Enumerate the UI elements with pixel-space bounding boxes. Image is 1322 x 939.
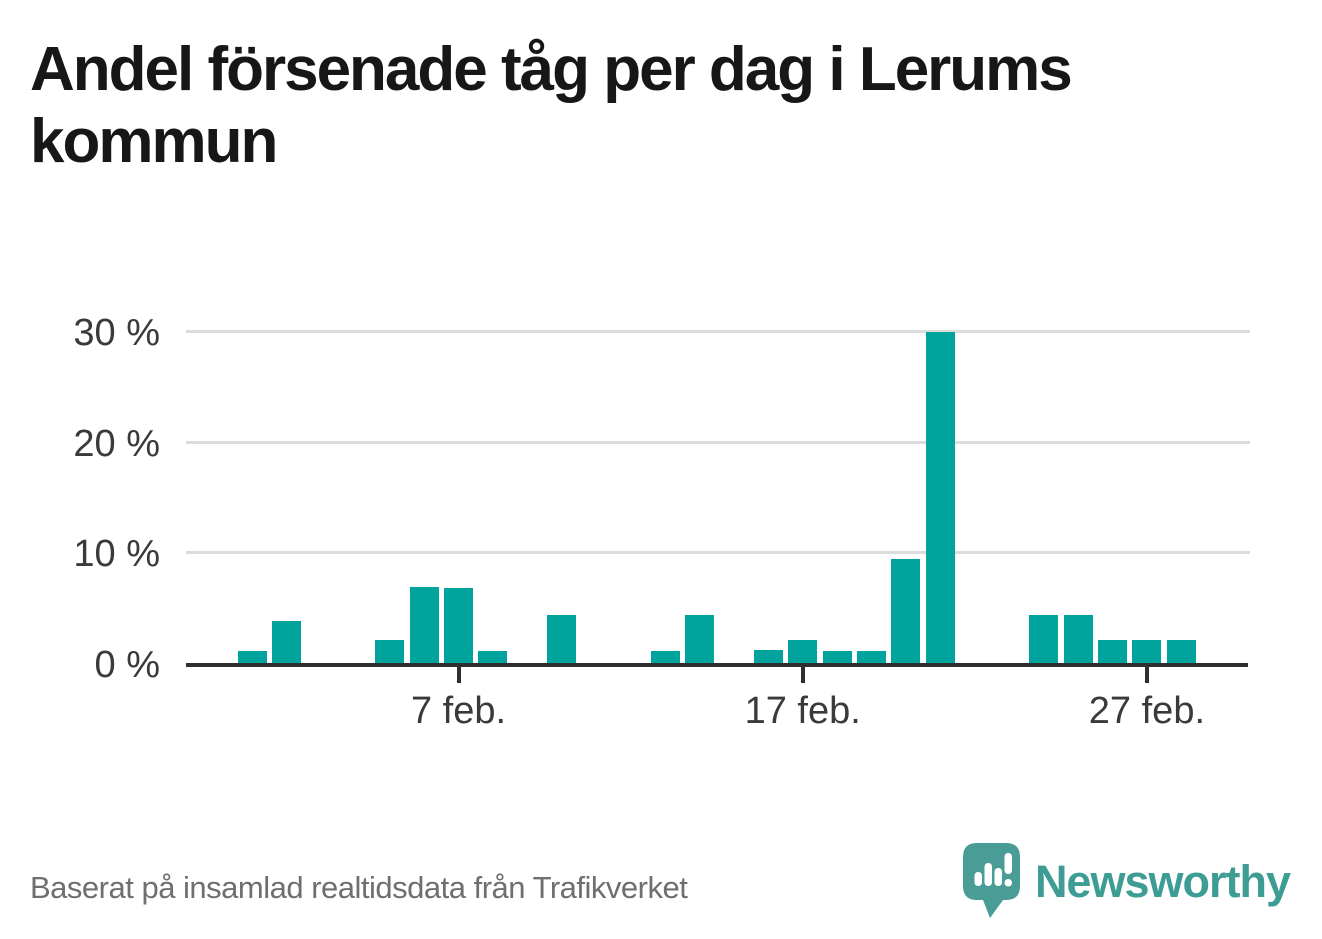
bar-day-6 bbox=[409, 586, 439, 663]
bar-day-28 bbox=[1166, 639, 1196, 663]
logo-exclamation-stem-icon bbox=[1004, 853, 1012, 874]
footer-note: Baserat på insamlad realtidsdata från Tr… bbox=[30, 870, 688, 905]
bar-day-21 bbox=[925, 332, 955, 663]
bar-day-18 bbox=[822, 650, 852, 663]
bar-day-14 bbox=[684, 615, 714, 663]
y-axis-label: 10 % bbox=[73, 533, 160, 576]
bar-day-27 bbox=[1132, 639, 1162, 663]
gridline-20 bbox=[186, 440, 1250, 444]
bar-day-25 bbox=[1063, 615, 1093, 663]
x-axis-baseline bbox=[186, 663, 1248, 667]
logo-bar-medium-icon bbox=[994, 868, 1002, 886]
logo-text: Newsworthy bbox=[1034, 856, 1291, 907]
logo-speech-bubble-icon bbox=[962, 843, 1020, 918]
bar-day-7 bbox=[444, 587, 474, 663]
y-axis-label: 20 % bbox=[73, 422, 160, 465]
bar-day-17 bbox=[788, 639, 818, 663]
y-axis-label: 30 % bbox=[73, 311, 160, 354]
bar-day-8 bbox=[478, 650, 508, 663]
bar-day-24 bbox=[1029, 615, 1059, 663]
bar-day-19 bbox=[857, 650, 887, 663]
bar-day-16 bbox=[753, 649, 783, 663]
chart-title: Andel försenade tåg per dag i Lerums kom… bbox=[30, 34, 1270, 178]
logo-exclamation-dot-icon bbox=[1004, 879, 1012, 887]
x-axis-tick bbox=[1144, 667, 1149, 683]
bar-day-2 bbox=[271, 620, 301, 663]
newsworthy-logo: Newsworthy bbox=[962, 843, 1291, 921]
x-axis-tick-label: 27 feb. bbox=[1088, 690, 1206, 732]
bar-day-1 bbox=[237, 650, 267, 663]
logo-bar-tall-icon bbox=[984, 863, 992, 886]
x-axis-tick bbox=[800, 667, 805, 683]
bar-day-13 bbox=[650, 650, 680, 663]
x-axis-tick-label: 7 feb. bbox=[410, 690, 507, 732]
bar-day-10 bbox=[547, 615, 577, 663]
x-axis-tick bbox=[456, 667, 461, 683]
gridline-10 bbox=[186, 551, 1250, 555]
gridline-30 bbox=[186, 329, 1250, 333]
logo-bar-small-icon bbox=[974, 872, 982, 886]
bar-day-5 bbox=[375, 639, 405, 663]
chart-title-line1: Andel försenade tåg per dag i Lerums bbox=[30, 35, 1073, 104]
x-axis-tick-label: 17 feb. bbox=[744, 690, 861, 732]
bar-day-26 bbox=[1098, 639, 1127, 663]
chart-title-line2: kommun bbox=[30, 107, 278, 176]
y-axis-label: 0 % bbox=[94, 644, 160, 686]
bar-day-20 bbox=[891, 558, 921, 663]
